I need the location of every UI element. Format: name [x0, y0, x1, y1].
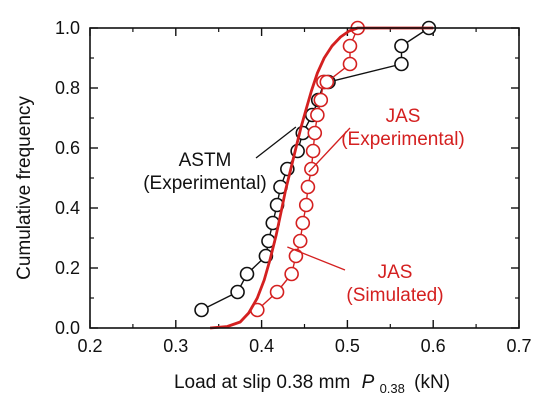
x-tick-label: 0.7 — [506, 336, 531, 356]
astm-leader-line — [255, 126, 297, 159]
jas_exp-point — [292, 233, 308, 249]
jas_sim-curve — [209, 26, 434, 330]
jas_exp-leader-line — [308, 127, 351, 173]
astm-point — [194, 302, 209, 318]
astm-annotation-line: ASTM — [179, 150, 232, 171]
astm-point — [394, 56, 409, 72]
jas_exp-point — [298, 197, 314, 213]
jas_exp-point — [319, 74, 335, 90]
jas_sim-annotation-line: JAS — [378, 262, 413, 283]
y-tick-label: 0.2 — [55, 258, 80, 278]
x-tick-label: 0.4 — [249, 336, 274, 356]
jas_exp-annotation: JAS (Experimental) — [341, 106, 465, 150]
tick-labels: 0.2 0.3 0.4 0.5 0.6 0.70.00.20.40.60.81.0 — [55, 18, 532, 356]
jas_exp-point — [295, 215, 311, 231]
jas_sim-annotation-line: (Simulated) — [346, 285, 443, 306]
astm-point — [394, 38, 409, 54]
astm-point — [239, 266, 255, 282]
x-tick-label: 0.3 — [163, 336, 188, 356]
jas_exp-point — [284, 266, 299, 282]
astm-annotation-line: (Experimental) — [143, 173, 267, 194]
y-tick-label: 0.4 — [55, 198, 80, 218]
plot-frame — [89, 27, 520, 329]
x-axis-title-text: Load at slip 0.38 mm — [174, 372, 350, 393]
y-tick-label: 0.6 — [55, 138, 80, 158]
astm-point — [230, 284, 245, 300]
x-axis-title-subscript: 0.38 — [380, 381, 405, 394]
jas_exp-point — [342, 38, 358, 54]
jas_exp-annotation-line: (Experimental) — [341, 129, 465, 150]
astm-annotation: ASTM (Experimental) — [143, 150, 267, 194]
jas_exp-point — [313, 92, 329, 108]
y-tick-label: 1.0 — [55, 18, 80, 38]
x-axis-title: Load at slip 0.38 mm P 0.38 (kN) — [174, 372, 450, 394]
jas_exp-point — [307, 125, 323, 141]
x-axis-title-symbol: P — [362, 372, 375, 393]
y-tick-label: 0.0 — [55, 318, 80, 338]
annotations: ASTM (Experimental)JAS (Experimental)JAS (S… — [143, 106, 465, 306]
jas_sim-annotation: JAS (Simulated) — [346, 262, 443, 306]
jas_exp-annotation-line: JAS — [386, 106, 421, 127]
plot-series — [194, 20, 437, 330]
jas_exp-point — [310, 107, 325, 123]
jas_exp-point — [300, 179, 316, 195]
x-axis-title-unit: (kN) — [414, 372, 450, 393]
jas_sim-leader-line — [287, 246, 346, 271]
jas_exp-point — [305, 143, 321, 159]
y-tick-label: 0.8 — [55, 78, 80, 98]
x-tick-label: 0.6 — [421, 336, 446, 356]
y-axis-title: Cumulative frequency — [14, 96, 35, 280]
x-tick-label: 0.2 — [77, 336, 102, 356]
jas_exp-point — [288, 248, 304, 264]
x-tick-label: 0.5 — [335, 336, 360, 356]
jas_exp-point — [269, 284, 285, 300]
jas_exp-point — [342, 56, 358, 72]
